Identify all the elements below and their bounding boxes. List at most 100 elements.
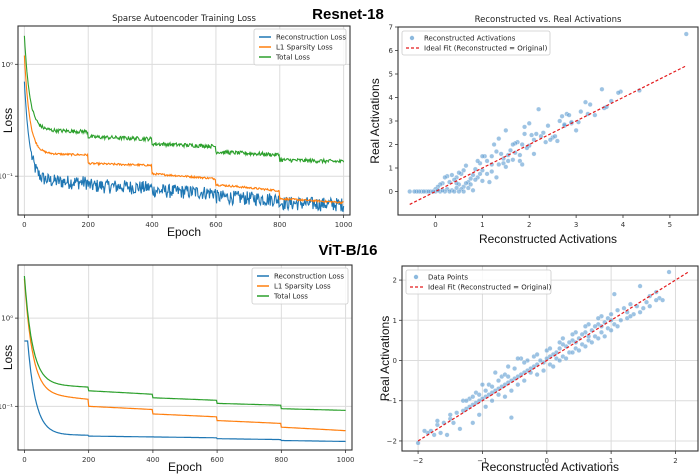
x-axis-label: Epoch [168, 460, 202, 474]
data-point [484, 171, 490, 177]
data-point [552, 133, 558, 139]
x-tick-label: 3 [574, 221, 578, 229]
data-point [496, 392, 501, 398]
x-tick-label: 2 [673, 457, 677, 465]
data-point [531, 151, 537, 157]
legend-point-marker [409, 35, 415, 41]
data-point [456, 189, 462, 194]
y-axis-label: Loss [1, 108, 15, 133]
data-point [536, 106, 542, 112]
series-line-1 [23, 55, 344, 205]
data-point [476, 412, 482, 418]
legend-label-2: Total Loss [275, 54, 310, 62]
data-point [476, 392, 482, 398]
data-point [589, 339, 595, 345]
x-tick-label: 0 [22, 221, 26, 229]
series-line-2 [23, 275, 346, 411]
y-tick-label: 10⁰ [1, 61, 13, 69]
legend-label-fit: Ideal Fit (Reconstructed = Original) [424, 45, 548, 53]
plot-area [23, 275, 346, 443]
data-point [602, 333, 608, 339]
data-point [460, 408, 466, 414]
data-point [470, 420, 476, 426]
y-tick-label: 0 [393, 357, 397, 365]
data-point [519, 142, 525, 147]
data-point [563, 356, 569, 361]
data-point [515, 356, 521, 361]
data-point [421, 189, 427, 194]
data-point [570, 331, 575, 337]
plot-frame [401, 265, 699, 452]
y-tick-label: 3 [389, 118, 393, 126]
data-point [587, 102, 593, 107]
y-tick-label: 1 [393, 317, 397, 325]
data-point [461, 189, 467, 194]
data-point [489, 169, 495, 174]
data-point [483, 388, 489, 394]
data-point [512, 366, 518, 372]
data-point [533, 131, 539, 137]
legend-label-1: L1 Sparsity Loss [276, 44, 333, 52]
data-point [505, 158, 511, 164]
data-point [505, 364, 511, 369]
data-point [592, 112, 598, 118]
y-tick-label: 5 [389, 71, 393, 79]
x-tick-label: 1 [480, 221, 484, 229]
plot-area [407, 31, 689, 205]
x-tick-label: 1000 [335, 221, 353, 229]
data-point [611, 291, 617, 297]
data-point [526, 120, 532, 126]
data-point [470, 394, 476, 400]
data-point [561, 122, 567, 127]
data-point [463, 163, 469, 169]
data-point [543, 139, 549, 145]
data-point [557, 118, 563, 124]
heading-vit: ViT-B/16 [319, 242, 378, 259]
y-tick-label: −2 [387, 437, 397, 445]
vit-scatter-chart: −2 −1 0 1 2 −2 −1 0 1 2 Reconstructed Activations R… [378, 265, 699, 474]
y-tick-label: 6 [389, 47, 394, 55]
legend-label-2: Total Loss [273, 293, 308, 301]
data-point [521, 360, 527, 365]
data-point [582, 323, 588, 329]
data-point [449, 172, 455, 178]
data-point [510, 142, 516, 147]
data-point [486, 179, 492, 185]
data-point [599, 329, 604, 335]
data-point [627, 313, 633, 319]
data-point [566, 112, 572, 118]
x-axis-label: Reconstructed Activations [481, 460, 619, 474]
legend-label-0: Reconstruction Loss [276, 34, 346, 42]
resnet-loss-chart: Sparse Autoencoder Training Loss 0 200 400 6… [0, 14, 353, 239]
data-point [637, 309, 643, 315]
data-point [529, 132, 535, 138]
data-point [519, 162, 525, 167]
chart-title: Reconstructed vs. Real Activations [475, 15, 622, 25]
data-point [440, 187, 445, 193]
data-point [457, 426, 463, 432]
data-point [557, 345, 563, 351]
data-point [583, 99, 588, 105]
series-line-1 [23, 278, 346, 432]
data-point [547, 137, 553, 143]
legend-label-points: Data Points [428, 274, 468, 282]
data-point [566, 339, 572, 345]
data-point [451, 420, 456, 426]
data-point [454, 410, 460, 416]
x-tick-label: 0 [433, 221, 437, 229]
data-point [595, 315, 601, 321]
y-tick-label: 1 [389, 165, 393, 173]
data-point [451, 189, 457, 194]
plot-frame [17, 25, 351, 216]
legend-label-1: L1 Sparsity Loss [274, 283, 331, 291]
legend-box [401, 30, 551, 56]
data-point [472, 166, 478, 172]
data-point [503, 127, 509, 133]
data-point [456, 170, 462, 176]
data-point [637, 283, 643, 289]
data-point [550, 364, 556, 369]
data-point [522, 131, 528, 137]
heading-resnet: Resnet-18 [312, 6, 384, 23]
data-point [508, 147, 513, 153]
data-point [479, 178, 485, 184]
